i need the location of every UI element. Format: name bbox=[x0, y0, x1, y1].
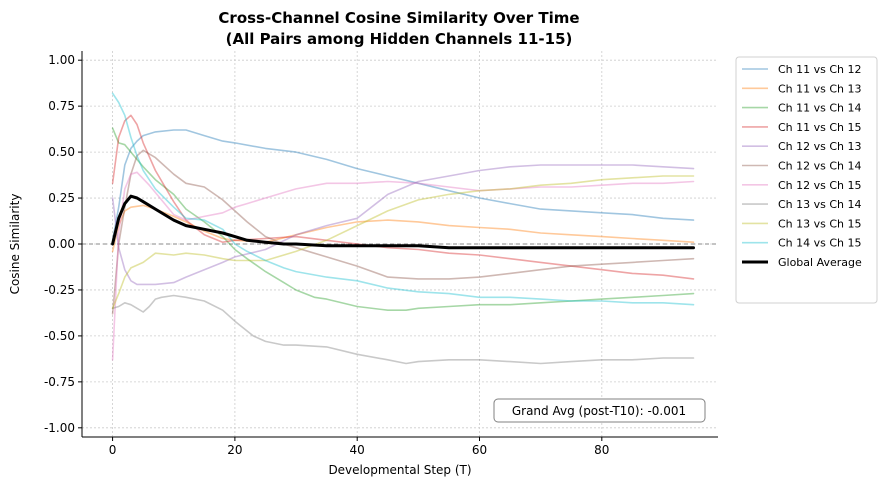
legend-frame bbox=[735, 56, 878, 304]
y-tick-label: 1.00 bbox=[48, 53, 75, 67]
legend-label: Ch 12 vs Ch 15 bbox=[778, 179, 862, 192]
grand-average-annotation: Grand Avg (post-T10): -0.001 bbox=[512, 404, 686, 418]
legend-label: Ch 12 vs Ch 14 bbox=[778, 160, 862, 173]
series-line-7 bbox=[111, 171, 695, 361]
y-tick-label: -0.75 bbox=[44, 375, 75, 389]
y-tick-label: 0.00 bbox=[48, 237, 75, 251]
x-tick-label: 40 bbox=[350, 443, 365, 457]
x-axis-label: Developmental Step (T) bbox=[328, 463, 471, 477]
y-tick-label: 0.75 bbox=[48, 99, 75, 113]
x-tick-label: 60 bbox=[472, 443, 487, 457]
y-axis-label: Cosine Similarity bbox=[8, 194, 22, 295]
x-tick-label: 80 bbox=[594, 443, 609, 457]
y-tick-label: -0.25 bbox=[44, 283, 75, 297]
series-line-10 bbox=[111, 92, 695, 306]
series-line-8 bbox=[111, 294, 695, 365]
legend-label: Ch 11 vs Ch 15 bbox=[778, 121, 862, 134]
series-line-5 bbox=[111, 164, 695, 286]
annotation-box: Grand Avg (post-T10): -0.001 bbox=[493, 398, 706, 423]
legend: Ch 11 vs Ch 12 Ch 11 vs Ch 13 Ch 11 vs Ch … bbox=[735, 56, 878, 304]
y-tick-label: -0.50 bbox=[44, 329, 75, 343]
chart-title-line-2: (All Pairs among Hidden Channels 11-15) bbox=[226, 30, 573, 48]
y-tick-label: 0.50 bbox=[48, 145, 75, 159]
x-tick-label: 20 bbox=[227, 443, 242, 457]
legend-label: Ch 11 vs Ch 13 bbox=[778, 82, 862, 95]
legend-label: Ch 11 vs Ch 14 bbox=[778, 102, 862, 115]
legend-label: Global Average bbox=[778, 256, 862, 269]
legend-label: Ch 14 vs Ch 15 bbox=[778, 237, 862, 250]
x-axis-ticks: 0 20 40 60 80 bbox=[109, 437, 609, 457]
legend-label: Ch 13 vs Ch 15 bbox=[778, 217, 862, 230]
legend-label: Ch 11 vs Ch 12 bbox=[778, 63, 862, 76]
series-line-11 bbox=[111, 194, 695, 250]
legend-label: Ch 13 vs Ch 14 bbox=[778, 198, 862, 211]
chart-title-line-1: Cross-Channel Cosine Similarity Over Tim… bbox=[218, 9, 579, 27]
series-layer bbox=[111, 92, 695, 365]
y-axis-ticks: -1.00 -0.75 -0.50 -0.25 0.00 0.25 0.50 0.75 1.00 bbox=[44, 53, 82, 435]
series-line-4 bbox=[111, 114, 695, 280]
x-tick-label: 0 bbox=[109, 443, 117, 457]
series-line-1 bbox=[111, 129, 695, 242]
legend-label: Ch 12 vs Ch 13 bbox=[778, 140, 862, 153]
y-tick-label: -1.00 bbox=[44, 421, 75, 435]
series-line-2 bbox=[111, 204, 695, 253]
y-tick-label: 0.25 bbox=[48, 191, 75, 205]
series-line-3 bbox=[111, 127, 695, 311]
annotation-frame bbox=[493, 398, 706, 423]
